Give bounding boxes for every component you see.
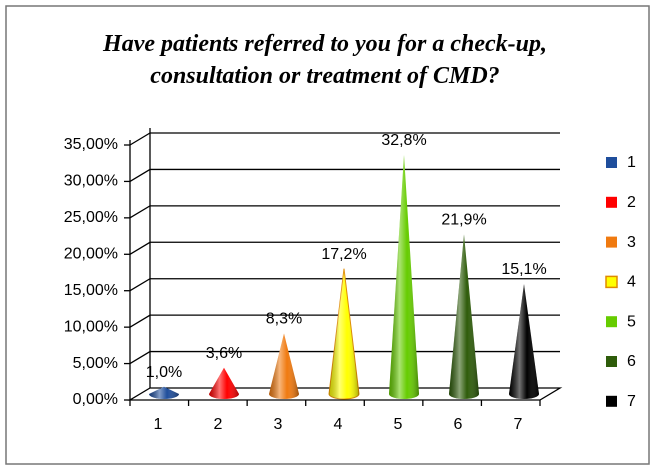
cone-shade [209, 367, 239, 399]
grid-line [129, 205, 560, 219]
legend-swatch [606, 196, 617, 208]
legend-swatch [606, 316, 617, 328]
value-label: 8,3% [266, 311, 302, 328]
legend-label: 1 [627, 154, 636, 171]
value-label: 21,9% [441, 212, 486, 229]
value-label: 15,1% [501, 261, 546, 278]
cone-shade [389, 155, 419, 399]
legend-label: 6 [627, 353, 636, 370]
grid-line [129, 168, 560, 182]
value-label: 1,0% [146, 364, 182, 381]
grid-line [129, 350, 560, 365]
grid-line [129, 278, 560, 292]
cone-shade [269, 333, 299, 399]
legend-swatch [606, 395, 617, 407]
value-label: 32,8% [381, 132, 426, 149]
grid-line [129, 241, 560, 255]
y-tick-label: 15,00% [64, 282, 118, 299]
legend-label: 7 [627, 393, 636, 410]
value-label: 17,2% [321, 246, 366, 263]
value-label: 3,6% [206, 345, 242, 362]
y-tick-label: 10,00% [64, 318, 118, 335]
x-tick-label: 3 [274, 416, 283, 433]
legend-swatch [606, 356, 617, 367]
grid-line [129, 314, 560, 328]
y-tick-label: 35,00% [64, 136, 118, 153]
cone-shade [149, 386, 179, 399]
x-tick-label: 7 [514, 416, 523, 433]
y-tick-label: 20,00% [64, 246, 118, 263]
y-tick-label: 25,00% [64, 209, 118, 226]
legend-label: 3 [627, 234, 636, 251]
legend-label: 5 [627, 313, 636, 330]
cone-shade [329, 268, 359, 399]
x-tick-label: 1 [154, 416, 163, 433]
legend-swatch [605, 275, 618, 289]
legend-label: 2 [627, 194, 636, 211]
legend-swatch [606, 157, 617, 168]
x-tick-label: 6 [454, 416, 463, 433]
cone-shade [449, 234, 479, 399]
legend-swatch [606, 236, 617, 248]
y-tick-label: 0,00% [73, 391, 118, 408]
grid-line [129, 132, 560, 146]
y-tick-label: 5,00% [73, 355, 118, 372]
chart-title: Have patients referred to you for a chec… [103, 31, 547, 89]
legend-label: 4 [627, 274, 636, 291]
cone-shade [509, 283, 539, 399]
x-tick-label: 2 [214, 416, 223, 433]
x-tick-label: 5 [394, 416, 403, 433]
y-tick-label: 30,00% [64, 173, 118, 190]
x-tick-label: 4 [334, 416, 343, 433]
